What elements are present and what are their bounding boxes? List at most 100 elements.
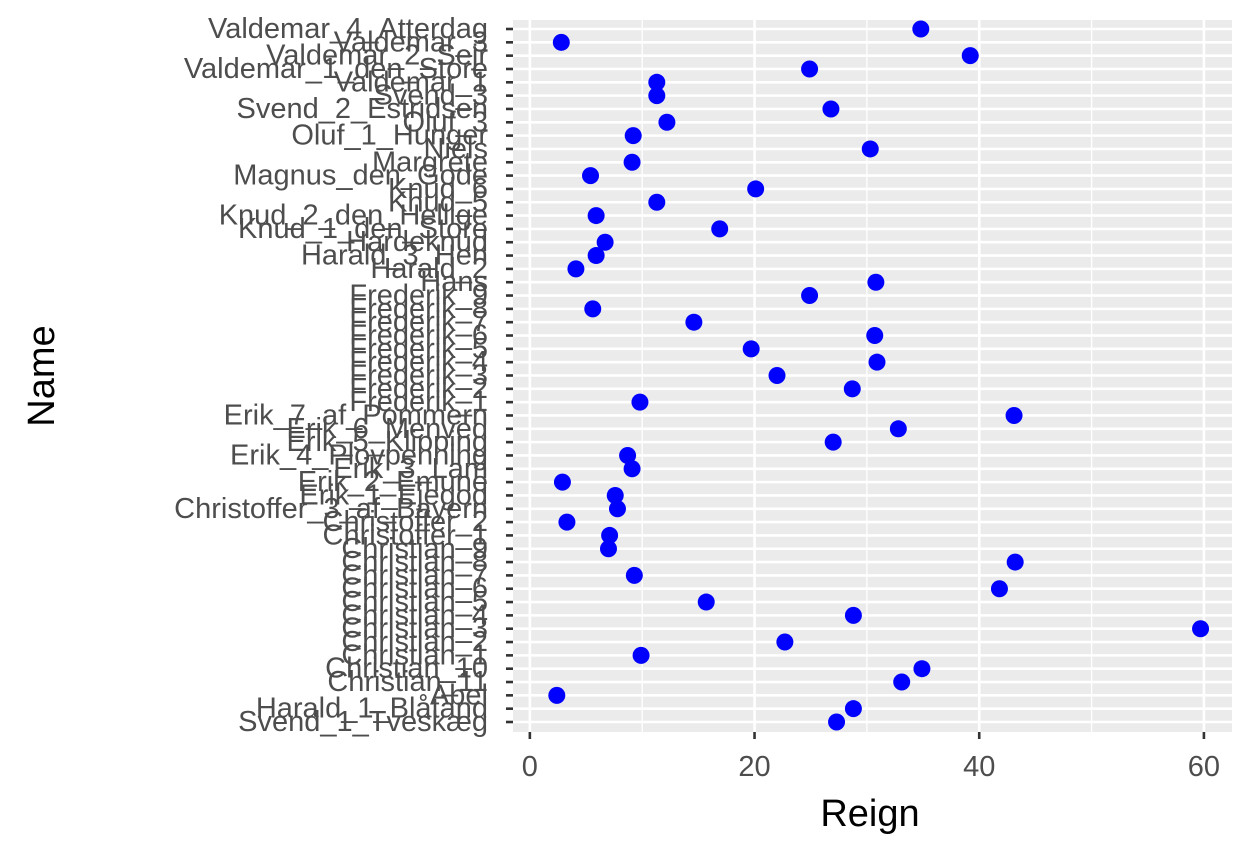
data-point (861, 140, 879, 158)
data-point (648, 73, 666, 91)
data-point (776, 633, 794, 651)
y-tick-label: Christian_4 (341, 599, 488, 631)
data-point (889, 420, 907, 438)
data-point (844, 606, 862, 624)
y-axis-title: Name (21, 325, 63, 426)
y-tick-label: Christian_11 (327, 666, 488, 698)
y-tick-label: Knud_5 (388, 186, 488, 218)
data-point (824, 433, 842, 451)
y-tick-label: Christian_2 (341, 626, 488, 658)
y-tick-label: Svend_3 (374, 80, 489, 112)
y-tick-label: Erik_7_af_Pommern (224, 399, 488, 431)
y-tick-label: Magnus_den_Gode (233, 160, 488, 192)
y-tick-label: Svend_1_Tveskæg (238, 706, 488, 738)
y-tick-label: Erik_1_Ejegod (299, 479, 488, 511)
y-tick-label: Niels (424, 133, 488, 165)
y-tick-label: Christian_8 (341, 546, 488, 578)
y-tick-label: Christian_6 (341, 573, 488, 605)
data-point (596, 233, 614, 251)
data-point (558, 513, 576, 531)
y-tick-label: Valdemar_1 (334, 66, 488, 98)
y-tick-label: Christoffer_2 (323, 506, 489, 538)
data-point (553, 473, 571, 491)
y-axis-tick-labels: Valdemar_4_AtterdagValdemar_3Valdemar_2_… (174, 13, 488, 738)
x-axis-title: Reign (820, 793, 919, 835)
data-point (1005, 406, 1023, 424)
data-point (648, 193, 666, 211)
y-tick-label: Valdemar_1_den_Store (184, 53, 488, 85)
data-point (868, 353, 886, 371)
data-points (548, 20, 1210, 731)
data-point (624, 127, 642, 145)
data-point (913, 660, 931, 678)
data-point (990, 580, 1008, 598)
data-point (844, 700, 862, 718)
data-point (599, 540, 617, 558)
y-tick-label: Christian_9 (341, 533, 488, 565)
y-tick-label: Oluf_3 (403, 106, 488, 138)
y-tick-label: Frederik_9 (349, 280, 488, 312)
y-tick-label: Frederik_2 (349, 373, 488, 405)
y-tick-label: Erik_3_Lam (333, 453, 488, 485)
data-point (768, 367, 786, 384)
y-tick-label: Frederik_5 (349, 333, 488, 365)
data-point (742, 340, 760, 358)
y-tick-label: Hardeknud (346, 226, 488, 258)
data-point (711, 220, 729, 238)
data-point (1192, 620, 1210, 638)
y-tick-label: Frederik_3 (349, 360, 488, 392)
data-point (606, 486, 624, 504)
data-point (582, 167, 600, 185)
data-point (567, 260, 585, 278)
data-point (623, 460, 641, 478)
x-axis-ticks (528, 732, 1206, 739)
data-point (658, 113, 676, 131)
y-tick-label: Frederik_1 (349, 386, 488, 418)
y-tick-label: Christoffer_3_af_Bayern (174, 493, 488, 525)
horizontal-gridlines (513, 27, 1232, 724)
y-tick-label: Frederik_8 (349, 293, 488, 325)
data-point (1006, 553, 1024, 571)
data-point (601, 526, 619, 544)
data-point (631, 393, 649, 411)
data-point (961, 47, 979, 65)
y-tick-label: Frederik_6 (349, 320, 488, 352)
y-tick-label: Valdemar_3 (334, 26, 488, 58)
data-point (648, 87, 666, 105)
data-point (548, 686, 566, 704)
y-tick-label: Frederik_4 (349, 346, 488, 378)
data-point (623, 153, 641, 171)
y-tick-label: Christian_7 (341, 559, 488, 591)
y-tick-label: Abel (430, 679, 488, 711)
x-tick-label: 40 (963, 751, 995, 783)
y-tick-label: Oluf_1_Hunger (291, 120, 488, 152)
y-tick-label: Erik_2_Emune (298, 466, 488, 498)
y-tick-label: Frederik_7 (349, 306, 488, 338)
data-point (697, 593, 715, 611)
data-point (747, 180, 765, 198)
y-tick-label: Christian_5 (341, 586, 488, 618)
data-point (685, 313, 703, 331)
y-tick-label: Christian_1 (341, 639, 488, 671)
x-tick-label: 60 (1188, 751, 1220, 783)
y-axis-ticks (506, 27, 513, 724)
y-tick-label: Erik_6_Menved (287, 413, 489, 445)
data-point (587, 207, 605, 225)
data-point (619, 446, 637, 464)
x-tick-label: 0 (522, 751, 538, 783)
data-point (843, 380, 861, 398)
y-tick-label: Erik_4_Plovpenning (230, 439, 488, 471)
y-tick-label: Svend_2_Estridsen (237, 93, 489, 125)
data-point (552, 33, 570, 51)
y-tick-label: Erik_5_Klipping (286, 426, 488, 458)
data-point (912, 20, 930, 38)
data-point (632, 646, 650, 664)
data-point (608, 500, 626, 518)
y-tick-label: Margrete (372, 146, 488, 178)
y-tick-label: Hans (420, 266, 488, 298)
y-tick-label: Harald_2 (370, 253, 488, 285)
y-tick-label: Knud_6 (388, 173, 488, 205)
y-tick-label: Harald_3_Hen (301, 240, 488, 272)
y-tick-label: Valdemar_2_Sejr (266, 40, 488, 72)
